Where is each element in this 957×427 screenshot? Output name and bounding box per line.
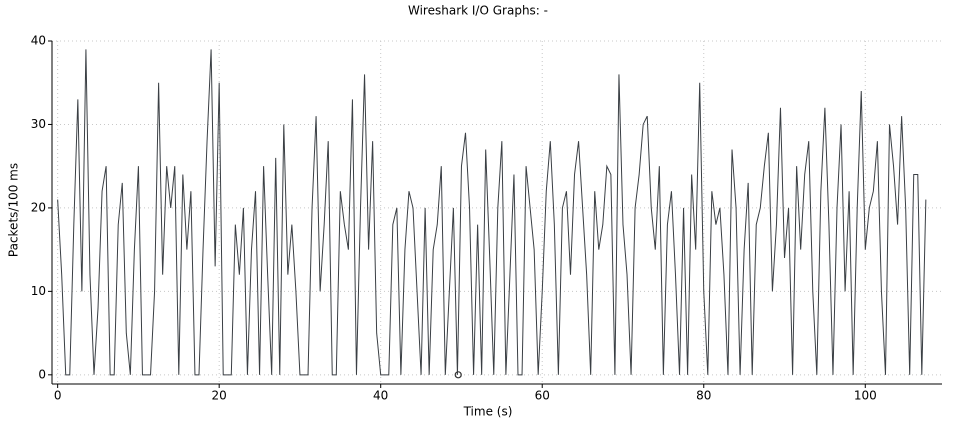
selected-point [454, 371, 462, 379]
y-tick-label: 20 [31, 200, 46, 214]
x-tick-label: 80 [696, 389, 711, 403]
x-tick-label: 0 [54, 389, 62, 403]
x-tick-label: 20 [212, 389, 227, 403]
x-tick-label: 40 [373, 389, 388, 403]
y-tick-label: 0 [38, 367, 46, 381]
chart-title: Wireshark I/O Graphs: - [408, 4, 548, 18]
x-axis-label: Time (s) [463, 405, 513, 419]
x-tick-label: 100 [854, 389, 877, 403]
data-line [57, 49, 927, 376]
x-tick-label: 60 [535, 389, 550, 403]
y-tick-label: 10 [31, 284, 46, 298]
y-axis-label: Packets/100 ms [7, 163, 21, 257]
y-tick-label: 40 [31, 34, 46, 48]
y-tick-label: 30 [31, 117, 46, 131]
